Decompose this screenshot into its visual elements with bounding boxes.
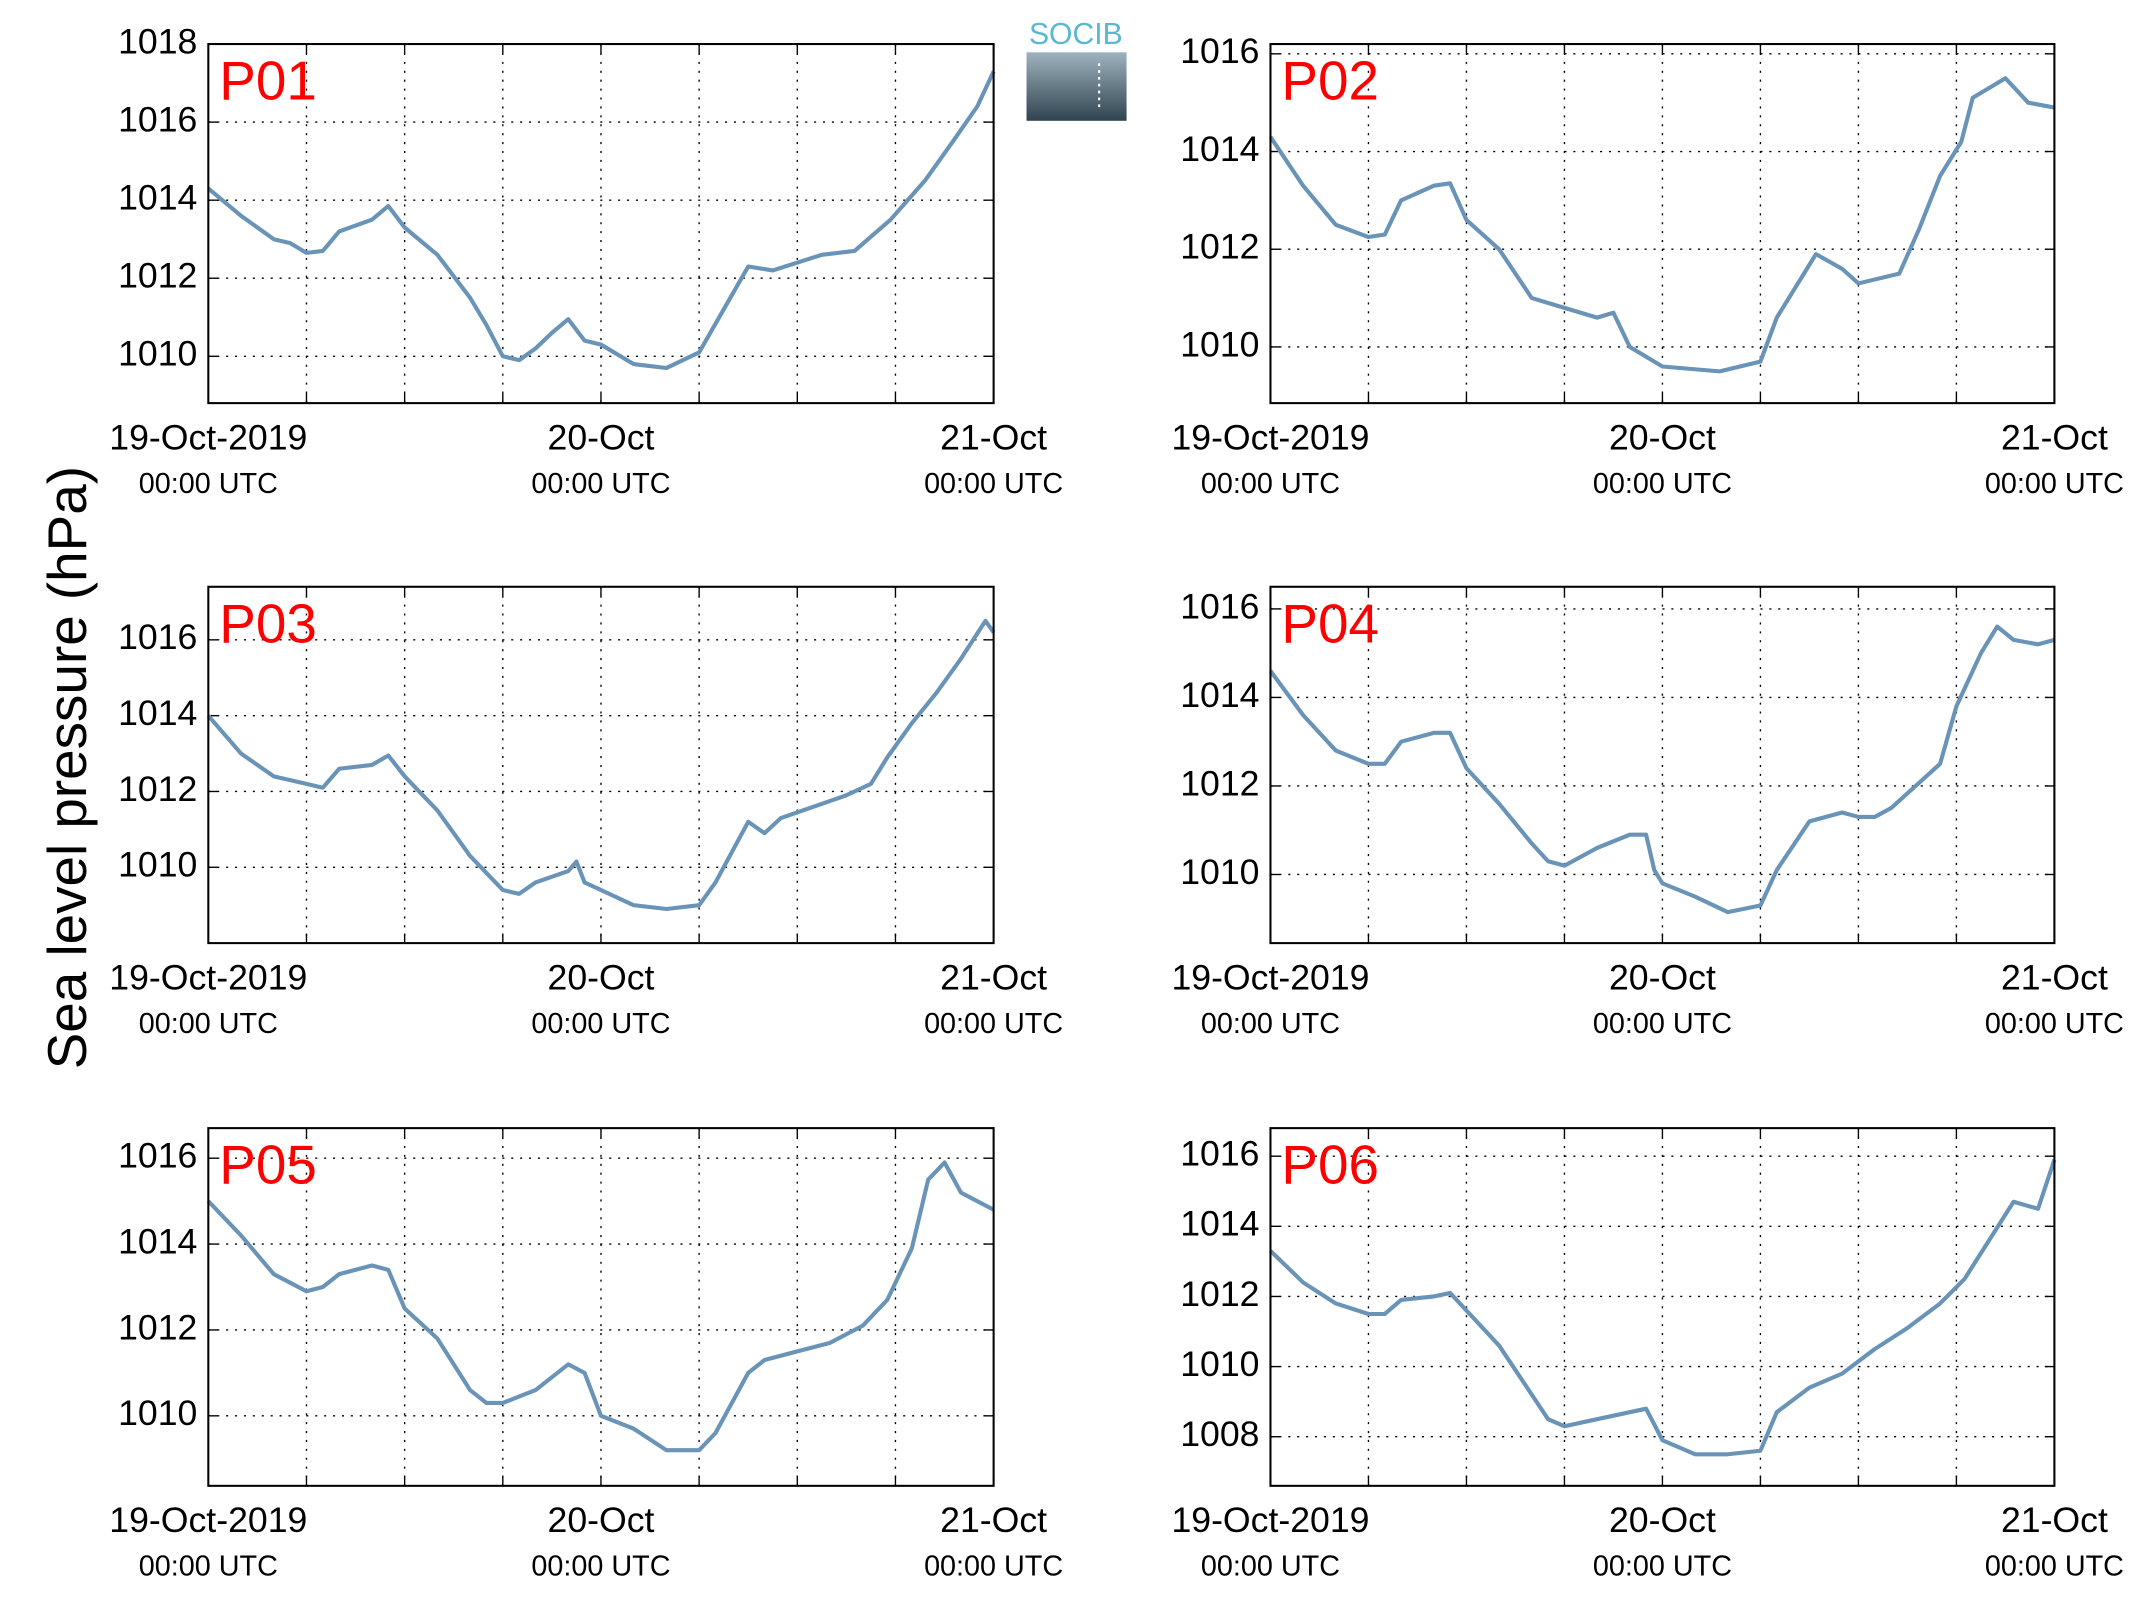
x-tick-sublabel: 00:00 UTC <box>1201 1551 1340 1583</box>
y-tick-label: 1016 <box>118 100 197 140</box>
panel: 1010 1012 1014 1016 1018 19-Oct-2019 00:00 UTC… <box>109 21 1063 500</box>
panel-title: P01 <box>219 50 317 112</box>
y-tick-label: 1012 <box>1180 763 1259 803</box>
series-line <box>1269 1159 2057 1457</box>
x-tick-sublabel: 00:00 UTC <box>1201 1008 1340 1040</box>
x-tick-sublabel: 00:00 UTC <box>1985 1008 2124 1040</box>
x-tick-label: 20-Oct <box>548 958 655 998</box>
series-line <box>1268 624 2055 915</box>
panel-title: P05 <box>219 1134 317 1196</box>
y-tick-label: 1014 <box>118 693 197 733</box>
y-tick-label: 1010 <box>1180 324 1259 364</box>
panel: 1010 1012 1014 1016 19-Oct-2019 00:00 UTC 20-O… <box>109 1127 1063 1583</box>
y-tick-label: 1012 <box>118 256 197 296</box>
x-tick-label: 19-Oct-2019 <box>1171 418 1369 458</box>
x-tick-label: 19-Oct-2019 <box>1171 1500 1369 1540</box>
x-tick-sublabel: 00:00 UTC <box>1201 468 1340 500</box>
panel: 1010 1012 1014 1016 19-Oct-2019 00:00 UTC 20-O… <box>1171 31 2124 500</box>
x-tick-label: 21-Oct <box>940 1500 1047 1540</box>
x-tick-label: 20-Oct <box>1609 418 1716 458</box>
x-tick-label: 20-Oct <box>548 1500 655 1540</box>
y-tick-label: 1014 <box>1180 129 1259 169</box>
y-tick-label: 1014 <box>118 1221 197 1261</box>
x-tick-sublabel: 00:00 UTC <box>1593 1551 1732 1583</box>
logo-text: SOCIB <box>1029 18 1123 51</box>
y-tick-label: 1010 <box>118 1393 197 1433</box>
x-tick-label: 19-Oct-2019 <box>109 958 307 998</box>
y-tick-label: 1016 <box>1180 586 1259 626</box>
panel-title: P06 <box>1281 1134 1379 1196</box>
series-line <box>206 1160 995 1453</box>
y-tick-label: 1016 <box>118 1136 197 1176</box>
x-tick-sublabel: 00:00 UTC <box>531 1008 670 1040</box>
panel: 1010 1012 1014 1016 19-Oct-2019 00:00 UTC 20-O… <box>109 585 1063 1040</box>
x-tick-sublabel: 00:00 UTC <box>139 1551 278 1583</box>
y-tick-label: 1010 <box>118 845 197 885</box>
x-tick-sublabel: 00:00 UTC <box>1593 468 1732 500</box>
x-tick-sublabel: 00:00 UTC <box>924 468 1063 500</box>
y-tick-label: 1016 <box>1180 31 1259 71</box>
x-tick-sublabel: 00:00 UTC <box>1985 468 2124 500</box>
x-tick-label: 20-Oct <box>548 418 655 458</box>
x-tick-label: 20-Oct <box>1609 958 1716 998</box>
series-line <box>1268 76 2055 374</box>
y-tick-label: 1014 <box>118 178 197 218</box>
x-tick-sublabel: 00:00 UTC <box>139 1008 278 1040</box>
panel: 1010 1012 1014 1016 19-Oct-2019 00:00 UTC 20-O… <box>1171 585 2124 1040</box>
panel: 1008 1010 1012 1014 1016 19-Oct-2019 00:00 UTC… <box>1171 1127 2124 1583</box>
x-tick-sublabel: 00:00 UTC <box>1985 1551 2124 1583</box>
y-tick-label: 1014 <box>1180 1204 1259 1244</box>
y-axis-label: Sea level pressure (hPa) <box>36 466 98 1069</box>
y-tick-label: 1010 <box>1180 1344 1259 1384</box>
panel-title: P04 <box>1281 592 1379 654</box>
y-tick-label: 1010 <box>118 334 197 374</box>
plot-frame <box>207 1127 995 1487</box>
y-tick-label: 1018 <box>118 21 197 61</box>
x-tick-label: 21-Oct <box>940 418 1047 458</box>
plot-frame <box>1269 43 2056 405</box>
panel-title: P03 <box>219 592 317 654</box>
x-tick-label: 19-Oct-2019 <box>1171 958 1369 998</box>
y-tick-label: 1008 <box>1180 1414 1259 1454</box>
plot-frame <box>1269 1127 2056 1487</box>
series-line <box>207 70 996 371</box>
panel-title: P02 <box>1281 50 1379 112</box>
x-tick-label: 20-Oct <box>1609 1500 1716 1540</box>
plot-frame <box>207 43 995 405</box>
x-tick-label: 21-Oct <box>2001 958 2108 998</box>
y-tick-label: 1012 <box>118 1307 197 1347</box>
y-tick-label: 1010 <box>1180 852 1259 892</box>
x-tick-sublabel: 00:00 UTC <box>924 1551 1063 1583</box>
plot-frame <box>1269 585 2056 945</box>
y-tick-label: 1012 <box>118 769 197 809</box>
x-tick-label: 21-Oct <box>940 958 1047 998</box>
plot-frame <box>207 585 995 945</box>
y-tick-label: 1012 <box>1180 1274 1259 1314</box>
y-tick-label: 1012 <box>1180 227 1259 267</box>
x-tick-label: 19-Oct-2019 <box>109 418 307 458</box>
y-tick-label: 1016 <box>118 617 197 657</box>
x-tick-label: 19-Oct-2019 <box>109 1500 307 1540</box>
x-tick-sublabel: 00:00 UTC <box>531 468 670 500</box>
series-line <box>206 618 996 912</box>
x-tick-label: 21-Oct <box>2001 1500 2108 1540</box>
x-tick-sublabel: 00:00 UTC <box>924 1008 1063 1040</box>
logo: SOCIB <box>1026 18 1127 121</box>
x-tick-label: 21-Oct <box>2001 418 2108 458</box>
y-tick-label: 1016 <box>1180 1134 1259 1174</box>
y-tick-label: 1014 <box>1180 675 1259 715</box>
x-tick-sublabel: 00:00 UTC <box>531 1551 670 1583</box>
x-tick-sublabel: 00:00 UTC <box>1593 1008 1732 1040</box>
x-tick-sublabel: 00:00 UTC <box>139 468 278 500</box>
logo-block <box>1026 52 1127 121</box>
